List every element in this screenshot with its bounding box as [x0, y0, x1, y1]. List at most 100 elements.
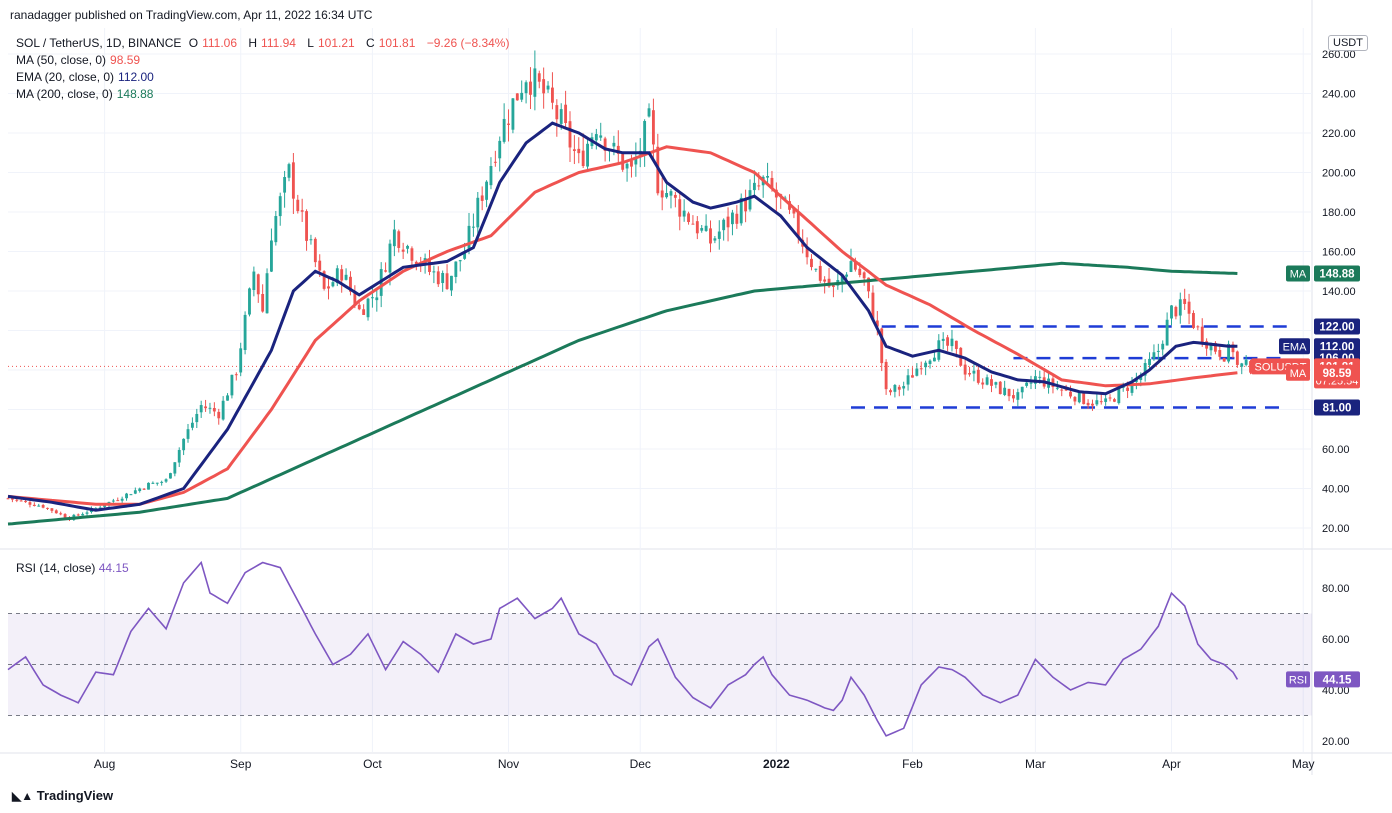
candle-body — [1209, 344, 1213, 351]
indicator-ma200[interactable]: MA (200, close, 0) 148.88 — [16, 87, 154, 101]
indicator-ma50[interactable]: MA (50, close, 0) 98.59 — [16, 53, 141, 67]
candle-body — [327, 286, 330, 289]
candle-body — [410, 248, 414, 261]
candle-body — [467, 225, 471, 251]
candle-body — [428, 259, 431, 272]
candle-body — [300, 210, 304, 212]
candle-body — [1161, 343, 1165, 350]
candle-body — [111, 500, 115, 502]
candle-body — [625, 163, 629, 169]
candle-body — [853, 260, 857, 270]
candle-body — [388, 243, 392, 273]
candle-body — [397, 231, 401, 248]
candle-body — [6, 498, 10, 500]
candle-body — [507, 123, 510, 125]
candle-body — [840, 275, 844, 282]
candle-body — [849, 261, 853, 272]
candle-body — [963, 364, 967, 375]
candle-body — [1187, 301, 1191, 314]
candle-body — [594, 134, 598, 141]
ohlc-o: O 111.06 — [188, 36, 238, 50]
candle-body — [195, 413, 199, 423]
candle-body — [726, 216, 730, 228]
price-badge-value: 148.88 — [1319, 268, 1355, 280]
candle-body — [160, 481, 164, 483]
candle-body — [770, 177, 774, 190]
candle-body — [651, 110, 655, 145]
price-tick-label: 140.00 — [1322, 286, 1356, 298]
candle-body — [1200, 326, 1204, 343]
candle-body — [1055, 387, 1059, 389]
candle-body — [520, 92, 524, 100]
candle-body — [37, 505, 41, 507]
indicator-ema20[interactable]: EMA (20, close, 0) 112.00 — [16, 70, 154, 84]
candle-body — [577, 148, 581, 154]
indicator-legend: SOL / TetherUS, 1D, BINANCE O 111.06 H 111… — [16, 35, 513, 103]
candle-body — [858, 268, 862, 276]
candle-body — [1077, 392, 1081, 403]
time-tick-label: Sep — [230, 757, 252, 771]
candle-body — [322, 271, 326, 289]
tradingview-brand[interactable]: ◣▲ TradingView — [12, 788, 114, 803]
candle-body — [1174, 306, 1178, 317]
candle-body — [700, 228, 704, 231]
currency-unit-button[interactable]: USDT — [1328, 35, 1368, 51]
time-tick-label: May — [1292, 757, 1315, 771]
candle-body — [217, 411, 221, 419]
time-tick-label: Mar — [1025, 757, 1046, 771]
candle-body — [752, 182, 756, 191]
candle-body — [1003, 387, 1007, 395]
candle-body — [1178, 299, 1182, 316]
candle-body — [915, 368, 919, 376]
candle-body — [138, 488, 142, 492]
candle-body — [133, 490, 137, 494]
candle-body — [735, 213, 739, 224]
candle-body — [296, 199, 300, 212]
candle-body — [1038, 376, 1042, 378]
candle-body — [234, 374, 238, 376]
candle-body — [335, 268, 339, 284]
price-tick-label: 40.00 — [1322, 484, 1350, 496]
candle-body — [678, 199, 682, 217]
candle-body — [190, 422, 194, 428]
candle-body — [1165, 319, 1169, 346]
candle-body — [1007, 388, 1011, 397]
candle-body — [546, 85, 550, 90]
candle-body — [155, 482, 159, 484]
symbol-label[interactable]: SOL / TetherUS, 1D, BINANCE — [16, 36, 182, 50]
price-tick-label: 260.00 — [1322, 49, 1356, 61]
rsi-badge-value: 44.15 — [1323, 674, 1352, 686]
rsi-tick-label: 80.00 — [1322, 583, 1350, 595]
rsi-legend[interactable]: RSI (14, close) 44.15 — [16, 561, 129, 575]
candle-body — [687, 213, 690, 223]
candle-body — [1025, 382, 1029, 386]
candle-body — [32, 504, 36, 506]
badge-tag — [1286, 265, 1310, 282]
candle-body — [581, 150, 585, 167]
candle-body — [634, 158, 638, 165]
candle-body — [1249, 361, 1252, 373]
candle-body — [537, 73, 541, 82]
candle-body — [818, 265, 822, 281]
candle-body — [1108, 397, 1112, 399]
candle-body — [572, 149, 576, 151]
candle-body — [1051, 378, 1055, 388]
candle-body — [976, 369, 980, 383]
candle-body — [221, 400, 225, 420]
candle-body — [823, 279, 827, 282]
candle-body — [147, 482, 150, 490]
candle-body — [564, 104, 568, 124]
candle-body — [208, 407, 212, 409]
candle-body — [1152, 352, 1156, 359]
candle-body — [704, 225, 708, 231]
candle-body — [713, 238, 717, 241]
candle-body — [985, 377, 989, 385]
candle-body — [796, 212, 800, 237]
rsi-tick-label: 20.00 — [1322, 736, 1350, 748]
candle-body — [972, 370, 976, 374]
candle-body — [182, 438, 186, 451]
price-tick-label: 160.00 — [1322, 247, 1356, 259]
rsi-line — [7, 560, 1239, 737]
candle-body — [349, 276, 352, 292]
